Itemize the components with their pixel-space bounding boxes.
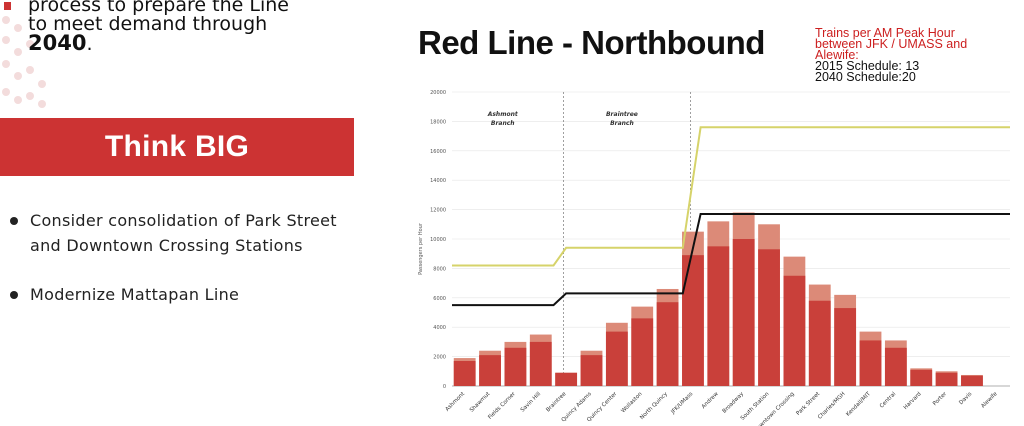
bar-2015 xyxy=(884,347,907,386)
x-tick-label: Fields Corner xyxy=(487,391,517,421)
bar-2015 xyxy=(707,246,730,386)
bullet-list: Consider consolidation of Park Street an… xyxy=(10,208,350,331)
bar-2015 xyxy=(453,361,476,386)
intro-text: process to prepare the Line to meet dema… xyxy=(28,0,358,54)
chart-note: Trains per AM Peak Hour between JFK / UM… xyxy=(815,26,1020,84)
y-tick-label: 10000 xyxy=(430,237,446,243)
bar-2015 xyxy=(479,355,501,386)
bullet-icon xyxy=(10,291,18,299)
bar-2015 xyxy=(910,369,933,386)
bullet-item: Consider consolidation of Park Street an… xyxy=(10,208,350,258)
x-tick-label: Shawmut xyxy=(469,391,492,414)
intro-clipped-line: process to prepare the Line xyxy=(28,0,289,16)
branch-label: Ashmont xyxy=(487,111,519,118)
capacity-line-2015 xyxy=(452,213,1010,307)
x-tick-label: Broadway xyxy=(722,391,746,415)
branch-label: Braintree xyxy=(606,111,638,118)
y-tick-label: 12000 xyxy=(430,208,446,214)
intro-period: . xyxy=(86,33,93,55)
y-tick-label: 0 xyxy=(443,384,446,390)
bar-2015 xyxy=(808,300,831,386)
note-line: Trains per AM Peak Hour xyxy=(815,26,955,40)
note-line: Alewife: xyxy=(815,48,859,62)
x-tick-label: Davis xyxy=(958,391,973,406)
bar-2015 xyxy=(732,239,755,386)
y-tick-label: 18000 xyxy=(430,119,446,125)
bar-2015 xyxy=(682,255,704,386)
x-tick-label: Harvard xyxy=(903,391,923,411)
bar-2015 xyxy=(783,275,806,386)
bar-2015 xyxy=(859,340,882,386)
note-line: 2040 Schedule:20 xyxy=(815,70,916,84)
x-tick-label: JFK/UMass xyxy=(670,391,695,416)
x-tick-label: Ashmont xyxy=(445,391,467,413)
y-tick-label: 8000 xyxy=(433,266,446,272)
y-tick-label: 20000 xyxy=(430,90,446,96)
bar-2015 xyxy=(834,308,857,386)
branch-label: Branch xyxy=(491,120,515,127)
intro-line: to meet demand through xyxy=(28,13,268,35)
bar-2015 xyxy=(935,372,958,386)
y-axis-label: Passengers per Hour xyxy=(418,222,424,275)
x-tick-label: Charles/MGH xyxy=(817,391,847,421)
x-tick-label: Central xyxy=(879,391,898,410)
chart-title: Red Line - Northbound xyxy=(418,24,765,61)
y-tick-label: 14000 xyxy=(430,178,446,184)
branch-label: Branch xyxy=(610,120,634,127)
x-tick-label: North Quincy xyxy=(639,391,669,421)
x-tick-label: Park Street xyxy=(795,391,821,417)
y-tick-label: 16000 xyxy=(430,149,446,155)
x-tick-label: Kendall/MIT xyxy=(845,391,872,418)
bar-2015 xyxy=(504,347,527,386)
x-tick-label: Andrew xyxy=(701,391,720,410)
think-big-banner: Think BIG xyxy=(0,118,354,176)
capacity-line-2040 xyxy=(452,126,1010,267)
x-tick-label: Downtown Crossing xyxy=(753,391,796,426)
bar-2015 xyxy=(961,375,983,386)
bar-2015 xyxy=(529,341,552,386)
x-tick-label: Alewife xyxy=(980,391,999,410)
decorative-dot-pattern xyxy=(2,2,46,108)
ridership-chart: 0 2000 4000 6000 8000 10000 12000 14000 16000 180… xyxy=(418,90,1010,426)
intro-year: 2040 xyxy=(28,31,87,55)
bullet-label: Consider consolidation of Park Street an… xyxy=(30,211,337,255)
y-tick-label: 4000 xyxy=(433,325,446,331)
bar-2015 xyxy=(605,331,628,386)
x-tick-label: Wollaston xyxy=(620,391,644,415)
bar-2015 xyxy=(656,302,679,386)
y-tick-label: 2000 xyxy=(433,355,446,361)
note-line: 2015 Schedule: 13 xyxy=(815,59,920,73)
bullet-item: Modernize Mattapan Line xyxy=(10,282,350,307)
x-tick-label: Braintree xyxy=(545,391,568,414)
note-line: between JFK / UMASS and xyxy=(815,37,968,51)
bar-2015 xyxy=(758,249,780,386)
bullet-icon xyxy=(10,217,18,225)
bullet-label: Modernize Mattapan Line xyxy=(30,285,240,304)
x-tick-label: Savin Hill xyxy=(520,391,543,414)
y-tick-label: 6000 xyxy=(433,296,446,302)
x-tick-label: Porter xyxy=(932,391,948,407)
bar-2015 xyxy=(631,318,654,386)
bar-2015 xyxy=(555,372,578,386)
bar-2015 xyxy=(580,355,603,386)
banner-label: Think BIG xyxy=(104,130,250,163)
